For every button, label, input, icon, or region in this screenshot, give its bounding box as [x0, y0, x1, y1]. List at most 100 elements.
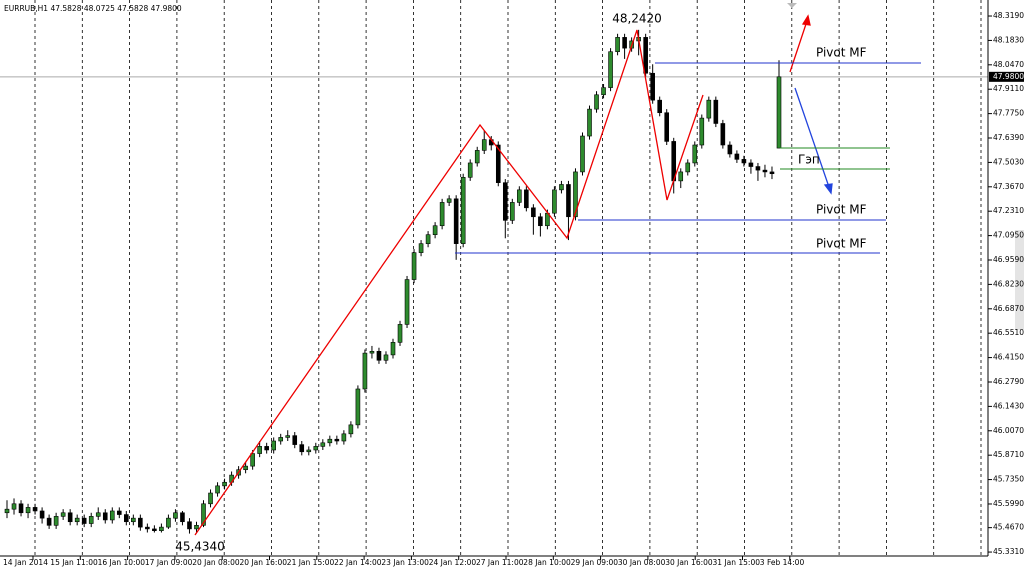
candle-body [502, 182, 508, 221]
candle-body [173, 512, 178, 519]
candle-body [264, 446, 269, 451]
y-tick-label: 46.1430 [993, 401, 1024, 410]
y-tick-label: 45.7350 [993, 475, 1024, 484]
candle-body [650, 72, 655, 101]
x-tick-label: 23 Jan 13:00 [381, 558, 429, 567]
candle-body [524, 189, 529, 209]
candle-body [432, 225, 438, 236]
high-label: 48,2420 [612, 12, 662, 26]
x-tick-label: 30 Jan 16:00 [665, 558, 713, 567]
x-tick-label: 21 Jan 15:00 [287, 558, 335, 567]
candle-body [481, 139, 487, 151]
y-tick-label: 48.1830 [993, 35, 1024, 44]
y-tick-label: 46.5510 [993, 328, 1024, 337]
candle-body [741, 159, 747, 164]
candle-body [348, 424, 354, 435]
candle-body [559, 184, 564, 191]
y-tick-label: 47.2310 [993, 206, 1024, 215]
candle-body [657, 99, 662, 114]
x-tick-label: 15 Jan 11:00 [50, 558, 98, 567]
candle-body [25, 507, 31, 514]
candle-body [734, 153, 740, 160]
y-tick-label: 47.6390 [993, 133, 1024, 142]
candle-body [39, 510, 45, 519]
x-tick-label: 3 Feb 14:00 [760, 558, 805, 567]
candle-body [404, 279, 410, 325]
candle-body [594, 94, 599, 110]
candle-body [145, 526, 150, 530]
gap-label: Гэп [798, 153, 820, 167]
candle-body [152, 528, 157, 532]
candle-body [720, 123, 726, 146]
candle-body [109, 510, 115, 521]
candle-body [215, 485, 220, 494]
pivot-label: Pivot MF [816, 237, 867, 251]
candle-body [510, 202, 515, 221]
y-tick-label: 48.3190 [993, 11, 1024, 20]
candle-body [18, 503, 24, 514]
drawings [194, 14, 921, 536]
candle-body [748, 162, 754, 167]
candle-body [341, 433, 347, 442]
candle-body [615, 37, 620, 53]
candle-body [257, 446, 262, 454]
candle-body [208, 492, 213, 505]
x-tick-label: 28 Jan 10:00 [523, 558, 571, 567]
x-tick-label: 30 Jan 08:00 [618, 558, 666, 567]
price-box [989, 71, 1024, 82]
candle-body [418, 243, 424, 253]
x-tick-label: 22 Jan 14:00 [334, 558, 382, 567]
candle-body [299, 444, 305, 453]
candle-body [81, 517, 87, 524]
candle-body [727, 144, 733, 155]
candle-body [411, 252, 417, 280]
y-tick-label: 46.0070 [993, 426, 1024, 435]
y-tick-label: 47.3670 [993, 182, 1024, 191]
candle-body [131, 517, 136, 523]
x-tick-label: 20 Jan 16:00 [240, 558, 288, 567]
x-tick-label: 29 Jan 09:00 [571, 558, 619, 567]
candle-body [685, 162, 691, 173]
x-tick-label: 16 Jan 10:00 [98, 558, 146, 567]
y-tick-label: 47.9110 [993, 84, 1024, 93]
candle-body [446, 198, 452, 203]
candle-body [713, 99, 719, 124]
candle-body [769, 171, 775, 175]
x-tick-label: 20 Jan 08:00 [192, 558, 240, 567]
candle-body [495, 144, 501, 183]
candle-body [608, 51, 613, 88]
candle-body [116, 510, 122, 515]
y-tick-label: 47.0950 [993, 231, 1024, 240]
grid [0, 0, 988, 556]
y-tick-label: 46.9590 [993, 255, 1024, 264]
candle-body [271, 440, 276, 451]
arrow-head [801, 14, 811, 26]
candle-body [222, 481, 227, 487]
candle-body [124, 514, 129, 523]
candle-body [53, 516, 59, 526]
candle-body [538, 216, 543, 227]
candle-body [692, 144, 698, 164]
candle-body [60, 512, 66, 517]
candle-body [46, 517, 52, 526]
x-tick-label: 24 Jan 12:00 [429, 558, 477, 567]
x-tick-label: 17 Jan 09:00 [145, 558, 193, 567]
candle-body [664, 112, 670, 142]
candle-body [74, 517, 80, 523]
candle-body [460, 176, 466, 244]
candle-body [11, 503, 17, 510]
candle-body [102, 512, 108, 521]
candle-body [320, 442, 326, 447]
candle-body [327, 438, 333, 444]
candle-body [166, 517, 171, 528]
pivot-label: Pivot MF [816, 46, 867, 60]
candle-body [67, 512, 73, 523]
candle-body [573, 171, 578, 218]
candle-body [643, 37, 648, 74]
candle-body [88, 516, 94, 524]
arrow-down [794, 87, 831, 191]
candle-body [439, 202, 445, 227]
y-tick-label: 47.5030 [993, 157, 1024, 166]
